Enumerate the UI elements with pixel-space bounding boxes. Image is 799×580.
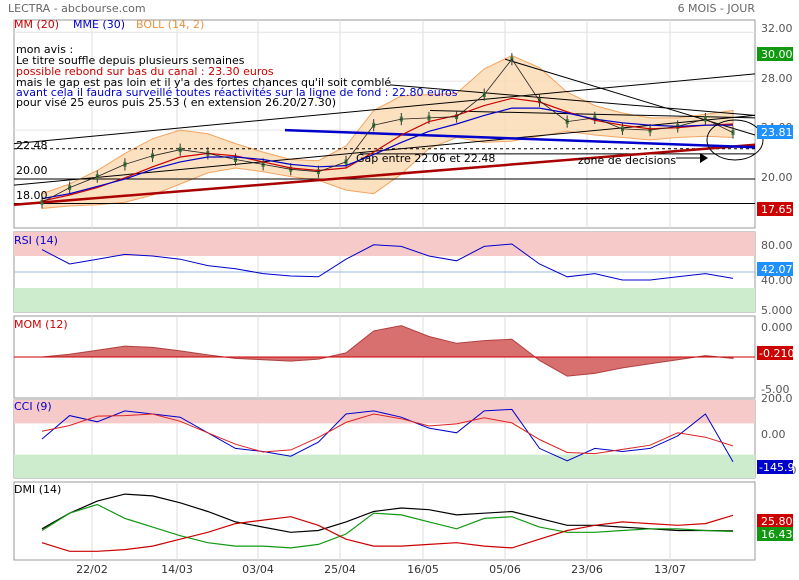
price-legend: MM (20) MME (30) BOLL (14, 2) — [14, 18, 204, 31]
mm20-line — [41, 97, 734, 202]
rsi-ytick: 40.00 — [761, 274, 793, 287]
rsi-ytick: 80.00 — [761, 239, 793, 252]
dmi-plus-line — [41, 503, 734, 549]
price-ytick: 28.00 — [761, 72, 793, 85]
x-tick-label: 14/03 — [161, 563, 193, 576]
dmi-legend: DMI (14) — [14, 483, 61, 496]
gap-annotation: Gap entre 22.06 et 22.48 — [356, 152, 495, 165]
support-trend-line — [13, 143, 756, 206]
cci-badge-text: -145.9 — [759, 461, 794, 474]
x-tick-label: 13/07 — [654, 563, 686, 576]
annotation-line-1: mon avis : — [16, 43, 73, 56]
decision-zone-ellipse — [706, 119, 764, 161]
mom-ytick: 5.000 — [761, 304, 793, 317]
mom-area — [41, 325, 734, 377]
dmi-minus-badge — [757, 514, 793, 528]
last-price-badge — [757, 125, 793, 139]
candle-body — [40, 199, 44, 205]
legend-mme30: MME (30) — [73, 18, 125, 31]
x-tick-label: 05/06 — [489, 563, 521, 576]
rsi-badge-text: 42.07 — [761, 263, 793, 276]
price-ytick: 20.00 — [761, 171, 793, 184]
x-tick-label: 23/06 — [571, 563, 603, 576]
annotation-line-4: mais le gap est pas loin et il y'a des f… — [16, 76, 391, 89]
x-tick-label: 25/04 — [324, 563, 356, 576]
close-line — [41, 58, 734, 203]
rsi-overbought-zone — [14, 232, 755, 256]
legend-mm20: MM (20) — [14, 18, 59, 31]
mom-ytick: -5.00 — [761, 383, 789, 396]
mom-badge-text: -0.210 — [759, 347, 794, 360]
dmi-minus-badge-text: 25.80 — [761, 515, 793, 528]
header-source: LECTRA - abcbourse.com — [8, 2, 146, 15]
annotation-line-6: pour visé 25 euros puis 25.53 ( en exten… — [16, 96, 336, 109]
annotation-line-2: Le titre souffle depuis plusieurs semain… — [16, 54, 245, 67]
mom-badge — [757, 346, 793, 360]
high-badge — [757, 47, 793, 61]
resistance-line-3 — [429, 110, 756, 119]
analysis-annotations: mon avis : Le titre souffle depuis plusi… — [16, 43, 676, 167]
cci-low-zone — [14, 454, 755, 478]
low-badge — [757, 202, 793, 216]
resistance-line-2 — [504, 58, 756, 136]
cci-ytick: 0.00 — [761, 428, 786, 441]
x-tick-label: 03/04 — [242, 563, 274, 576]
legend-boll: BOLL (14, 2) — [136, 18, 204, 31]
dmi-minus-line — [41, 514, 734, 552]
dmi-plus-badge — [757, 527, 793, 541]
x-axis-labels: 22/02 14/03 03/04 25/04 16/05 05/06 23/06 13/07 — [76, 563, 686, 576]
mom-legend: MOM (12) — [14, 318, 68, 331]
rsi-oversold-zone — [14, 288, 755, 312]
cci-signal-line — [41, 413, 734, 455]
x-tick-label: 16/05 — [407, 563, 439, 576]
rsi-badge — [757, 262, 793, 276]
mom-ytick: 0.000 — [761, 321, 793, 334]
adx-line — [41, 493, 734, 533]
cci-badge — [757, 460, 793, 474]
high-badge-text: 30.00 — [761, 48, 793, 61]
level-label-2000: 20.00 — [16, 164, 48, 177]
rsi-legend: RSI (14) — [14, 234, 58, 247]
price-ytick: 32.00 — [761, 22, 793, 35]
zone-annotation: zone de decisions — [578, 154, 676, 167]
low-badge-text: 17.65 — [761, 203, 793, 216]
header-period: 6 MOIS - JOUR — [678, 2, 756, 15]
channel-upper-line — [13, 73, 756, 145]
last-price-badge-text: 23.81 — [761, 126, 793, 139]
cci-legend: CCI (9) — [14, 400, 52, 413]
level-label-1800: 18.00 — [16, 189, 48, 202]
mme30-line — [41, 107, 733, 200]
resistance-line-1 — [389, 84, 756, 116]
price-yaxis: 32.00 28.00 24.00 20.00 — [761, 22, 793, 184]
cci-high-zone — [14, 400, 755, 424]
x-tick-label: 22/02 — [76, 563, 108, 576]
price-badges: 30.00 23.81 17.65 — [757, 47, 793, 216]
decision-zone-arrowhead — [700, 153, 708, 163]
level-label-2248: 22.48 — [16, 139, 48, 152]
blue-trend-line — [284, 128, 756, 149]
dmi-plus-badge-text: 16.43 — [761, 528, 793, 541]
cci-ytick: 200.0 — [761, 392, 793, 405]
annotation-line-5: avant cela il faudra surveillé toutes ré… — [16, 86, 458, 99]
cci-line — [41, 408, 734, 463]
annotation-line-3: possible rebond sur bas du canal : 23.30… — [16, 65, 274, 78]
rsi-line — [41, 243, 734, 281]
